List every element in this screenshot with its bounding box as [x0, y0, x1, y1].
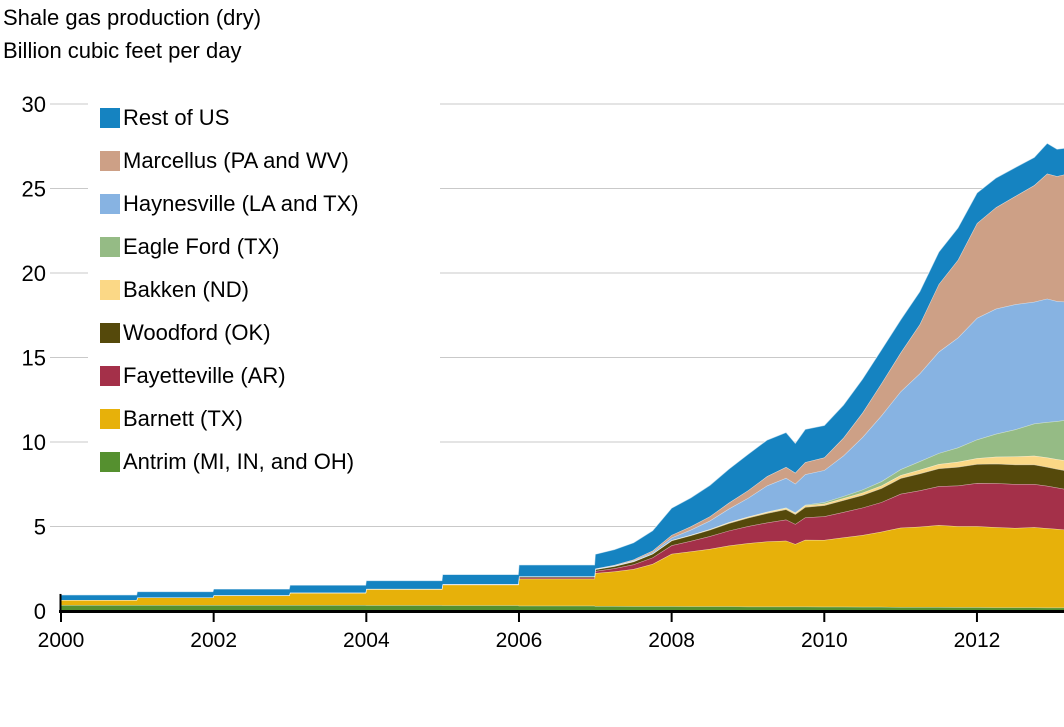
- chart-title: Shale gas production (dry): [3, 5, 262, 30]
- y-tick-label: 30: [22, 92, 46, 117]
- area-band: [61, 483, 1064, 600]
- x-tick-label: 2004: [343, 629, 390, 652]
- area-band: [61, 605, 1064, 611]
- legend-swatch: [100, 279, 120, 300]
- chart-subtitle: Billion cubic feet per day: [3, 38, 242, 63]
- legend-swatch: [100, 236, 120, 257]
- area-band: [61, 463, 1064, 600]
- legend-item: Fayetteville (AR): [100, 354, 440, 397]
- title-block: Shale gas production (dry) Billion cubic…: [3, 1, 261, 67]
- y-tick-label: 0: [34, 599, 46, 624]
- legend-label: Barnett (TX): [123, 405, 243, 431]
- x-tick-label: 2006: [496, 629, 543, 652]
- legend: Rest of US Marcellus (PA and WV) Haynesvil…: [88, 94, 440, 487]
- legend-label: Haynesville (LA and TX): [123, 190, 359, 216]
- legend-item: Haynesville (LA and TX): [100, 182, 440, 225]
- source-line-1: Sources: LCI Energy Insight gross withdr…: [0, 723, 1064, 727]
- legend-swatch: [100, 451, 120, 472]
- x-tick-label: 2000: [38, 629, 85, 652]
- area-band: [61, 525, 1064, 608]
- y-tick-label: 20: [22, 261, 46, 286]
- band-separator: [61, 142, 1064, 596]
- legend-swatch: [100, 322, 120, 343]
- x-tick-label: 2012: [954, 629, 1001, 652]
- legend-item: Marcellus (PA and WV): [100, 139, 440, 182]
- legend-item: Antrim (MI, IN, and OH): [100, 440, 440, 483]
- legend-swatch: [100, 107, 120, 128]
- legend-label: Woodford (OK): [123, 319, 271, 345]
- y-tick-label: 5: [34, 515, 46, 540]
- y-tick-label: 15: [22, 346, 46, 371]
- legend-item: Bakken (ND): [100, 268, 440, 311]
- legend-swatch: [100, 193, 120, 214]
- legend-item: Eagle Ford (TX): [100, 225, 440, 268]
- y-tick-label: 25: [22, 177, 46, 202]
- legend-swatch: [100, 408, 120, 429]
- area-band: [61, 298, 1064, 600]
- y-tick-label: 10: [22, 430, 46, 455]
- legend-item: Rest of US: [100, 96, 440, 139]
- legend-label: Eagle Ford (TX): [123, 233, 280, 259]
- legend-label: Marcellus (PA and WV): [123, 147, 349, 173]
- legend-label: Rest of US: [123, 104, 230, 130]
- legend-label: Antrim (MI, IN, and OH): [123, 448, 355, 474]
- source-note: Sources: LCI Energy Insight gross withdr…: [0, 671, 1064, 727]
- legend-swatch: [100, 365, 120, 386]
- legend-label: Fayetteville (AR): [123, 362, 286, 388]
- legend-swatch: [100, 150, 120, 171]
- legend-label: Bakken (ND): [123, 276, 249, 302]
- x-tick-label: 2008: [648, 629, 695, 652]
- x-tick-label: 2002: [190, 629, 237, 652]
- legend-item: Woodford (OK): [100, 311, 440, 354]
- x-tick-label: 2010: [801, 629, 848, 652]
- legend-item: Barnett (TX): [100, 397, 440, 440]
